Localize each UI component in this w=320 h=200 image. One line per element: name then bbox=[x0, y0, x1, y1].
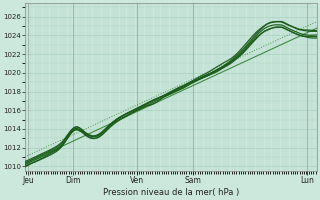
X-axis label: Pression niveau de la mer( hPa ): Pression niveau de la mer( hPa ) bbox=[103, 188, 239, 197]
